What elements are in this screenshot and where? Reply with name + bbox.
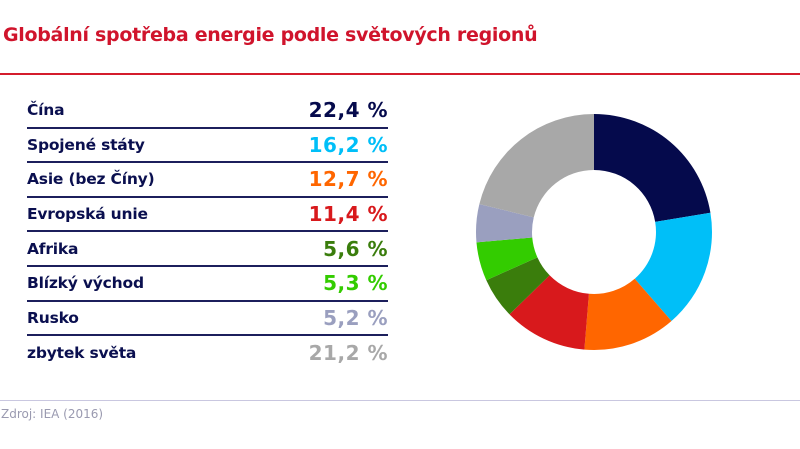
donut-slice [476, 237, 538, 281]
donut-slice [584, 278, 672, 350]
donut-slice [509, 275, 589, 350]
region-value: 12,7 % [308, 167, 388, 192]
region-label: Čína [27, 101, 65, 120]
region-value: 22,4 % [308, 98, 388, 123]
region-label: Rusko [27, 308, 79, 327]
table-row: Blízký východ 5,3 % [27, 267, 388, 302]
donut-chart [476, 114, 712, 350]
region-value: 21,2 % [308, 341, 388, 366]
donut-slice [476, 204, 534, 243]
region-label: Spojené státy [27, 135, 145, 154]
donut-slice [594, 114, 711, 222]
title-divider [0, 73, 800, 75]
table-row: Evropská unie 11,4 % [27, 198, 388, 233]
region-value: 11,4 % [308, 202, 388, 227]
table-row: Rusko 5,2 % [27, 302, 388, 337]
region-label: Afrika [27, 239, 79, 258]
table-row: zbytek světa 21,2 % [27, 336, 388, 371]
chart-title: Globální spotřeba energie podle světovýc… [3, 24, 538, 46]
region-value: 5,2 % [323, 305, 388, 330]
region-value: 5,3 % [323, 271, 388, 296]
table-row: Afrika 5,6 % [27, 232, 388, 267]
region-value: 16,2 % [308, 132, 388, 157]
donut-slice [479, 114, 594, 218]
table-row: Spojené státy 16,2 % [27, 129, 388, 164]
region-label: Asie (bez Číny) [27, 170, 155, 189]
footer-divider [0, 400, 800, 401]
table-row: Asie (bez Číny) 12,7 % [27, 163, 388, 198]
table-row: Čína 22,4 % [27, 94, 388, 129]
region-label: Evropská unie [27, 205, 148, 224]
source-note: Zdroj: IEA (2016) [1, 407, 104, 421]
region-label: zbytek světa [27, 344, 137, 363]
donut-slice [634, 212, 712, 322]
region-value: 5,6 % [323, 236, 388, 261]
region-label: Blízký východ [27, 274, 144, 293]
donut-slice [486, 257, 550, 315]
legend-table: Čína 22,4 % Spojené státy 16,2 % Asie (b… [27, 94, 388, 371]
